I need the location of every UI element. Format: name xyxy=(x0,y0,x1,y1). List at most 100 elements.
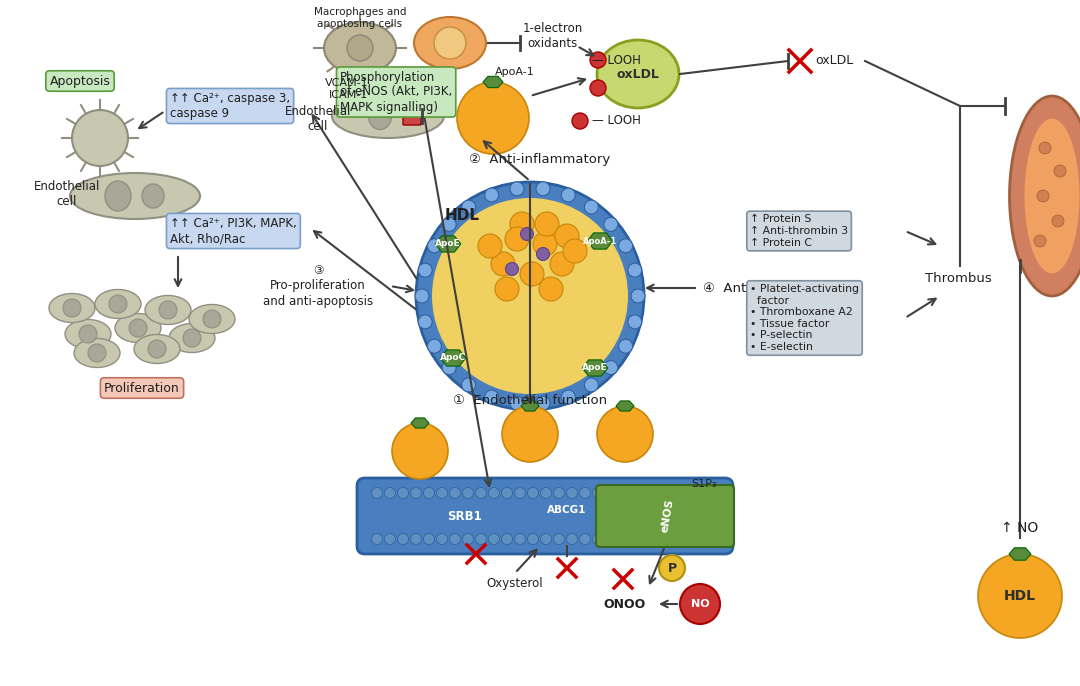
Circle shape xyxy=(79,325,97,343)
Circle shape xyxy=(72,110,129,166)
Ellipse shape xyxy=(324,22,396,74)
Circle shape xyxy=(619,488,630,499)
Circle shape xyxy=(418,315,432,329)
Circle shape xyxy=(392,423,448,479)
Circle shape xyxy=(410,534,421,545)
Circle shape xyxy=(423,534,434,545)
Circle shape xyxy=(1037,190,1049,202)
Circle shape xyxy=(397,488,408,499)
Text: Endothelial
cell: Endothelial cell xyxy=(33,180,100,208)
Circle shape xyxy=(449,534,460,545)
Circle shape xyxy=(562,390,576,404)
Circle shape xyxy=(527,534,539,545)
Text: Oxysterol: Oxysterol xyxy=(487,578,543,591)
Circle shape xyxy=(475,534,486,545)
Ellipse shape xyxy=(597,40,679,108)
Text: Proliferation: Proliferation xyxy=(104,381,180,394)
Circle shape xyxy=(501,488,513,499)
Circle shape xyxy=(347,35,373,61)
Circle shape xyxy=(519,262,544,286)
Ellipse shape xyxy=(145,296,191,324)
Circle shape xyxy=(432,198,627,394)
Ellipse shape xyxy=(368,102,391,130)
Circle shape xyxy=(619,339,633,353)
Circle shape xyxy=(521,228,534,241)
Circle shape xyxy=(710,534,720,545)
Circle shape xyxy=(580,534,591,545)
Circle shape xyxy=(384,534,395,545)
Ellipse shape xyxy=(134,335,180,364)
Circle shape xyxy=(645,488,656,499)
Circle shape xyxy=(485,188,499,202)
Circle shape xyxy=(423,488,434,499)
Circle shape xyxy=(416,182,644,410)
Circle shape xyxy=(501,534,513,545)
Text: Apoptosis: Apoptosis xyxy=(50,75,110,88)
Circle shape xyxy=(87,344,106,362)
Text: P: P xyxy=(667,562,676,574)
Polygon shape xyxy=(441,350,465,366)
Circle shape xyxy=(148,340,166,358)
Text: oxLDL: oxLDL xyxy=(617,67,660,80)
Ellipse shape xyxy=(168,324,215,353)
Text: S1P₃: S1P₃ xyxy=(691,479,717,489)
Text: ②  Anti-inflammatory: ② Anti-inflammatory xyxy=(470,152,610,165)
Circle shape xyxy=(491,252,515,276)
Circle shape xyxy=(418,263,432,277)
Text: oxLDL: oxLDL xyxy=(815,54,853,67)
Circle shape xyxy=(562,188,576,202)
Circle shape xyxy=(590,80,606,96)
Circle shape xyxy=(527,488,539,499)
Circle shape xyxy=(619,534,630,545)
Text: ①  Endothelial function: ① Endothelial function xyxy=(453,394,607,407)
Circle shape xyxy=(1039,142,1051,154)
Circle shape xyxy=(645,534,656,545)
Circle shape xyxy=(604,361,618,375)
Circle shape xyxy=(1034,235,1047,247)
Circle shape xyxy=(434,27,465,59)
Circle shape xyxy=(684,534,694,545)
Text: ONOO: ONOO xyxy=(604,598,646,611)
Circle shape xyxy=(442,361,456,375)
Ellipse shape xyxy=(1010,96,1080,296)
Circle shape xyxy=(488,488,499,499)
Text: Macrophages and
apoptosing cells: Macrophages and apoptosing cells xyxy=(314,7,406,29)
Circle shape xyxy=(536,182,550,196)
Circle shape xyxy=(567,488,578,499)
Ellipse shape xyxy=(189,305,235,333)
FancyBboxPatch shape xyxy=(403,105,421,125)
Circle shape xyxy=(478,234,502,258)
Circle shape xyxy=(475,488,486,499)
Circle shape xyxy=(632,488,643,499)
Circle shape xyxy=(632,534,643,545)
Circle shape xyxy=(436,488,447,499)
Circle shape xyxy=(697,534,707,545)
Circle shape xyxy=(540,488,552,499)
Circle shape xyxy=(372,488,382,499)
Circle shape xyxy=(449,488,460,499)
Circle shape xyxy=(537,248,550,261)
Circle shape xyxy=(593,488,604,499)
Ellipse shape xyxy=(75,338,120,368)
Circle shape xyxy=(554,488,565,499)
Circle shape xyxy=(183,329,201,347)
Circle shape xyxy=(627,263,642,277)
Circle shape xyxy=(572,113,588,129)
Circle shape xyxy=(619,239,633,253)
Text: ④  Anti-thrombosis: ④ Anti-thrombosis xyxy=(703,281,828,294)
Circle shape xyxy=(567,534,578,545)
Circle shape xyxy=(550,252,573,276)
Circle shape xyxy=(597,406,653,462)
Circle shape xyxy=(510,212,534,236)
Circle shape xyxy=(203,310,221,328)
Polygon shape xyxy=(582,360,608,376)
Ellipse shape xyxy=(49,294,95,322)
Circle shape xyxy=(978,554,1062,638)
Circle shape xyxy=(671,488,681,499)
Circle shape xyxy=(415,289,429,303)
Circle shape xyxy=(671,534,681,545)
Circle shape xyxy=(505,227,529,251)
Circle shape xyxy=(697,488,707,499)
Circle shape xyxy=(540,534,552,545)
Polygon shape xyxy=(1009,548,1031,560)
